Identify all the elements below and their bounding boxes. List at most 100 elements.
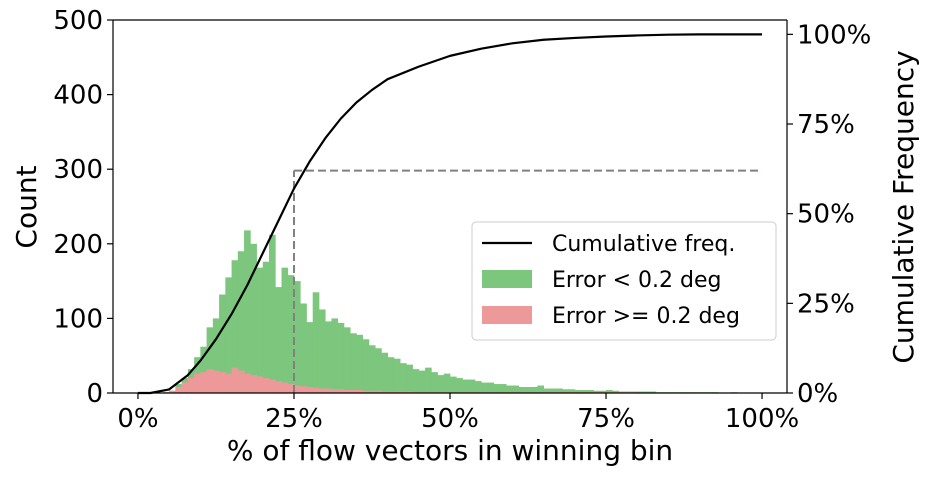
- y2-axis-label: Cumulative Frequency: [887, 50, 920, 363]
- green-bar: [375, 348, 382, 393]
- red-bar: [362, 390, 370, 393]
- red-bar: [200, 372, 208, 393]
- cumulative-freq-line: [137, 33, 763, 395]
- red-bar: [400, 391, 407, 393]
- red-bar: [337, 389, 345, 393]
- red-bar: [219, 372, 226, 393]
- green-bar: [237, 251, 245, 393]
- green-bar: [512, 385, 520, 393]
- green-bar: [231, 260, 239, 393]
- green-bar: [537, 385, 545, 393]
- green-bar: [549, 388, 557, 393]
- y2-tick-label: 75%: [797, 110, 855, 140]
- red-bar: [331, 389, 339, 393]
- green-bar: [456, 378, 463, 393]
- red-bar: [187, 378, 195, 393]
- green-bar: [474, 381, 482, 393]
- green-bar: [262, 261, 270, 393]
- x-tick-label: 75%: [577, 404, 635, 434]
- y-tick-label: 200: [53, 230, 103, 260]
- red-bar: [375, 390, 382, 393]
- x-tick-label: 50%: [421, 404, 479, 434]
- green-bar: [325, 321, 332, 393]
- legend-cumulative-label: Cumulative freq.: [552, 232, 735, 257]
- red-bar: [225, 373, 232, 393]
- green-bar: [350, 333, 357, 393]
- red-bar: [169, 390, 176, 393]
- red-bar: [237, 370, 245, 393]
- green-bar: [462, 379, 470, 393]
- green-bar: [581, 390, 588, 393]
- green-bar: [606, 390, 613, 393]
- legend: Cumulative freq. Error < 0.2 deg Error >= …: [471, 221, 777, 341]
- red-bar: [262, 378, 270, 393]
- red-bar: [269, 379, 276, 393]
- green-bar: [275, 287, 282, 393]
- x-axis-label: % of flow vectors in winning bin: [227, 434, 673, 467]
- green-bar: [219, 294, 226, 393]
- x-tick-label: 0%: [117, 404, 158, 434]
- green-bar: [250, 243, 257, 393]
- green-bar: [587, 390, 594, 393]
- legend-error-high-swatch: [482, 306, 532, 324]
- red-bar: [231, 367, 239, 393]
- green-bar: [293, 281, 301, 393]
- red-bar: [300, 386, 307, 393]
- green-bar: [244, 230, 251, 393]
- green-bar: [256, 267, 264, 393]
- green-bar: [518, 387, 526, 393]
- red-bar: [350, 390, 357, 393]
- green-bar: [468, 379, 476, 393]
- red-bar: [325, 388, 332, 393]
- red-bar: [356, 390, 364, 393]
- green-bar: [506, 385, 513, 393]
- green-bar: [450, 376, 457, 393]
- green-bar: [637, 391, 644, 393]
- green-bar: [312, 292, 320, 393]
- legend-error-high-label: Error >= 0.2 deg: [552, 304, 740, 329]
- red-bar: [343, 390, 351, 393]
- y2-tick-label: 25%: [797, 289, 855, 319]
- green-bar: [331, 318, 339, 393]
- y-tick-label: 100: [53, 304, 103, 334]
- red-bar: [194, 373, 201, 393]
- green-bar: [487, 382, 495, 393]
- green-bar: [568, 389, 576, 393]
- axes: 0% 25% 50% 75% 100% 0 100 200 300 400 500 0% 25% 50% 7…: [53, 6, 871, 434]
- red-bar: [275, 381, 282, 393]
- green-bar: [269, 234, 276, 393]
- red-bar: [312, 387, 320, 393]
- green-bar: [612, 390, 619, 393]
- green-bar: [281, 267, 289, 393]
- red-bar: [212, 370, 220, 393]
- red-bar: [368, 390, 376, 393]
- green-bar: [593, 390, 601, 393]
- reference-lines: [292, 169, 763, 393]
- x-tick-label: 25%: [265, 404, 323, 434]
- red-bar: [181, 382, 189, 393]
- red-bar: [250, 375, 257, 393]
- y-tick-label: 500: [53, 6, 103, 36]
- red-bar: [381, 391, 388, 393]
- green-bar: [643, 391, 651, 393]
- green-bar: [556, 388, 563, 393]
- green-bar: [443, 373, 451, 393]
- green-bar: [400, 363, 407, 393]
- legend-error-low-swatch: [482, 270, 532, 288]
- green-bar: [499, 384, 507, 393]
- green-bar: [412, 369, 420, 393]
- y2-tick-label: 50%: [797, 200, 855, 230]
- green-bar: [437, 375, 445, 393]
- green-bar: [574, 390, 582, 393]
- green-bar: [531, 387, 538, 393]
- green-bar: [287, 275, 295, 393]
- green-bar: [393, 358, 401, 393]
- legend-error-low-label: Error < 0.2 deg: [552, 268, 722, 293]
- legend-box: [471, 221, 777, 341]
- y-axis-label: Count: [10, 165, 43, 248]
- green-bar: [225, 277, 232, 393]
- green-bar: [481, 382, 488, 393]
- red-bar: [393, 391, 401, 393]
- red-bar: [293, 385, 301, 393]
